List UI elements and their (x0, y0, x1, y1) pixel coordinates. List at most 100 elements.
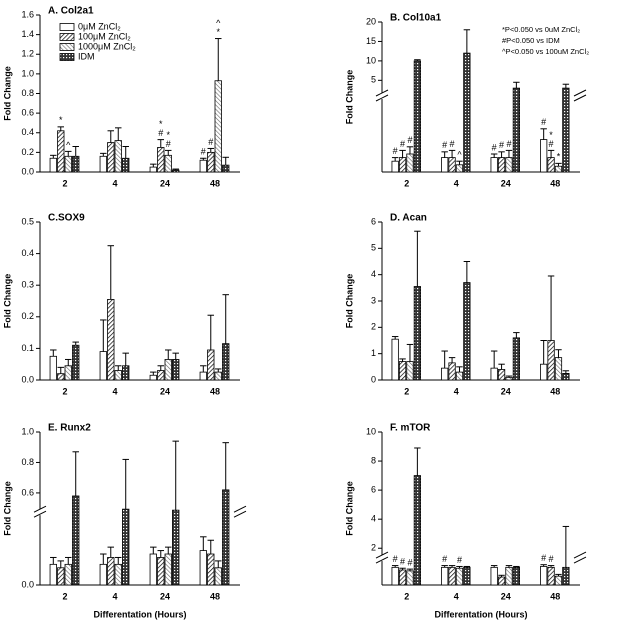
panel-title: D. Acan (390, 213, 427, 224)
y-tick-label: 0.8 (21, 457, 34, 467)
x-tick-label: 2 (62, 386, 67, 396)
bar (172, 509, 180, 586)
bar (540, 363, 548, 381)
bar (406, 153, 414, 173)
x-axis-label: Differentation (Hours) (435, 609, 528, 619)
bar (562, 373, 570, 381)
bar (547, 566, 555, 586)
y-tick-label: 0.0 (21, 579, 34, 589)
x-tick-label: 48 (550, 386, 560, 396)
break-mark (375, 94, 389, 102)
significance-mark: # (166, 139, 171, 149)
significance-mark: ^ (457, 150, 462, 160)
bar (391, 338, 399, 381)
bar (391, 566, 399, 586)
significance-mark: ^ (66, 140, 71, 150)
axis-break (376, 555, 388, 562)
y-tick-label: 6 (371, 216, 376, 226)
y-tick-label: 10 (366, 55, 376, 65)
significance-mark: # (407, 557, 412, 567)
break-mark (573, 94, 587, 102)
bar (114, 140, 122, 173)
bar (64, 155, 72, 173)
bar (497, 369, 506, 381)
bar (455, 164, 464, 173)
y-tick-label: 1.6 (21, 9, 34, 19)
bar (49, 157, 57, 173)
bar (149, 166, 157, 173)
panel-title: F. mTOR (390, 423, 431, 434)
legend-note: *P<0.050 vs 0uM ZnCl₂ (502, 25, 580, 34)
y-axis-label: Fold Change (2, 481, 12, 536)
y-axis-label: Fold Change (2, 274, 12, 329)
y-axis-label: Fold Change (344, 274, 354, 329)
bar (463, 52, 471, 173)
bar (214, 371, 222, 381)
bar (49, 563, 57, 586)
panel-title: B. Col10a1 (390, 13, 442, 24)
significance-mark: # (506, 139, 511, 149)
bar (149, 553, 157, 586)
significance-mark: # (393, 146, 398, 156)
axis-break (574, 93, 586, 99)
break-mark (573, 89, 587, 97)
bar (413, 60, 421, 173)
legend-label: IDM (78, 51, 95, 61)
bar (391, 160, 399, 173)
bar (57, 130, 65, 173)
bar (199, 550, 207, 586)
bar (540, 139, 548, 173)
bar (64, 365, 72, 381)
y-tick-label: 0.3 (21, 280, 34, 290)
bar (199, 371, 207, 381)
significance-mark: # (541, 553, 546, 563)
bar (547, 340, 555, 381)
bar (441, 367, 449, 381)
break-mark (573, 551, 587, 559)
y-tick-label: 0.2 (21, 147, 34, 157)
significance-mark: # (442, 140, 447, 150)
y-axis-label: Fold Change (344, 481, 354, 536)
significance-mark: # (457, 555, 462, 565)
y-tick-label: 0.0 (21, 166, 34, 176)
panel-title: C.SOX9 (48, 213, 85, 224)
legend-label: 0μM ZnCl₂ (78, 21, 121, 31)
x-tick-label: 24 (501, 178, 511, 188)
bar (455, 371, 464, 381)
significance-mark: # (400, 139, 405, 149)
break-mark (375, 89, 389, 97)
significance-mark: ^ (216, 18, 221, 28)
legend-label: 1000μM ZnCl₂ (78, 41, 136, 51)
x-tick-label: 4 (454, 591, 459, 601)
y-tick-label: 15 (366, 36, 376, 46)
bar (463, 566, 471, 586)
significance-mark: # (393, 554, 398, 564)
break-mark (33, 505, 47, 513)
bar (199, 159, 207, 173)
bar (207, 553, 215, 586)
significance-mark: # (492, 142, 497, 152)
bar (448, 157, 456, 173)
x-tick-label: 24 (160, 178, 170, 188)
bar (512, 337, 520, 381)
legend-swatch (59, 33, 75, 41)
y-tick-label: 0.1 (21, 343, 34, 353)
bar (562, 566, 570, 586)
x-tick-label: 24 (501, 591, 511, 601)
bar (157, 557, 165, 586)
break-mark (33, 510, 47, 518)
axis-break (234, 509, 246, 516)
x-tick-label: 4 (454, 178, 459, 188)
bar (562, 87, 570, 173)
bar (172, 169, 180, 173)
bar (164, 154, 172, 173)
y-tick-label: 0 (371, 374, 376, 384)
legend-swatch (59, 53, 75, 61)
y-tick-label: 2 (371, 543, 376, 553)
significance-mark: # (407, 135, 412, 145)
y-tick-label: 0.8 (21, 88, 34, 98)
y-axis-label: Fold Change (344, 70, 354, 125)
bar (398, 569, 407, 586)
legend-note: ^P<0.050 vs 100uM ZnCl₂ (502, 47, 589, 56)
significance-mark: # (541, 117, 546, 127)
